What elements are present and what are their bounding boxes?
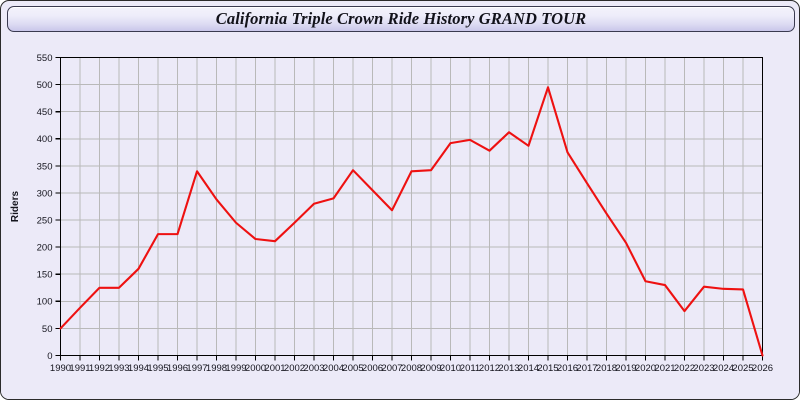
svg-text:550: 550 [37, 53, 53, 64]
svg-text:2016: 2016 [557, 363, 578, 374]
y-axis-title: Riders [10, 191, 21, 223]
svg-text:2014: 2014 [518, 363, 539, 374]
svg-text:150: 150 [37, 270, 53, 281]
svg-text:2013: 2013 [498, 363, 519, 374]
svg-text:2004: 2004 [323, 363, 344, 374]
chart-plot-area: 0 50 100 150 200 250 300 350 400 450 500 550 1990 19… [1, 35, 799, 399]
svg-text:2000: 2000 [245, 363, 266, 374]
svg-text:450: 450 [37, 107, 53, 118]
svg-text:1994: 1994 [128, 363, 149, 374]
svg-text:1992: 1992 [89, 363, 110, 374]
svg-text:1999: 1999 [225, 363, 246, 374]
svg-text:1993: 1993 [108, 363, 129, 374]
svg-text:2017: 2017 [576, 363, 597, 374]
y-axis-tick-labels: 0 50 100 150 200 250 300 350 400 450 500 550 [37, 53, 53, 362]
svg-text:2001: 2001 [264, 363, 285, 374]
svg-text:2005: 2005 [342, 363, 363, 374]
svg-text:2020: 2020 [635, 363, 656, 374]
svg-text:2025: 2025 [732, 363, 753, 374]
svg-text:200: 200 [37, 243, 53, 254]
svg-text:2015: 2015 [537, 363, 558, 374]
svg-text:2009: 2009 [420, 363, 441, 374]
title-bar: California Triple Crown Ride History GRA… [7, 6, 795, 32]
svg-text:250: 250 [37, 215, 53, 226]
plot-frame [60, 56, 764, 356]
svg-text:100: 100 [37, 297, 53, 308]
svg-text:400: 400 [37, 134, 53, 145]
x-axis-ticks [59, 355, 764, 361]
svg-text:0: 0 [47, 351, 52, 362]
svg-text:2019: 2019 [615, 363, 636, 374]
data-series-riders [59, 86, 764, 357]
svg-text:2002: 2002 [284, 363, 305, 374]
svg-text:350: 350 [37, 161, 53, 172]
svg-text:2003: 2003 [303, 363, 324, 374]
svg-text:300: 300 [37, 188, 53, 199]
svg-text:2006: 2006 [362, 363, 383, 374]
svg-text:1996: 1996 [167, 363, 188, 374]
svg-text:2012: 2012 [479, 363, 500, 374]
svg-text:1991: 1991 [69, 363, 90, 374]
svg-text:2026: 2026 [752, 363, 773, 374]
grid-lines-vertical [79, 57, 744, 356]
svg-text:1997: 1997 [186, 363, 207, 374]
svg-text:1998: 1998 [206, 363, 227, 374]
page-title: California Triple Crown Ride History GRA… [215, 9, 587, 28]
svg-text:2008: 2008 [401, 363, 422, 374]
svg-text:2011: 2011 [460, 363, 480, 374]
y-axis-ticks [55, 56, 61, 357]
svg-text:2021: 2021 [654, 363, 675, 374]
svg-text:2018: 2018 [596, 363, 617, 374]
svg-text:2007: 2007 [381, 363, 402, 374]
x-axis-tick-labels: 1990199119921993199419951996199719981999… [50, 363, 773, 374]
svg-text:1990: 1990 [50, 363, 71, 374]
svg-text:2010: 2010 [440, 363, 461, 374]
svg-text:2024: 2024 [713, 363, 734, 374]
svg-text:500: 500 [37, 80, 53, 91]
svg-text:50: 50 [42, 324, 53, 335]
svg-text:2022: 2022 [674, 363, 695, 374]
svg-text:2023: 2023 [693, 363, 714, 374]
svg-text:1995: 1995 [147, 363, 168, 374]
